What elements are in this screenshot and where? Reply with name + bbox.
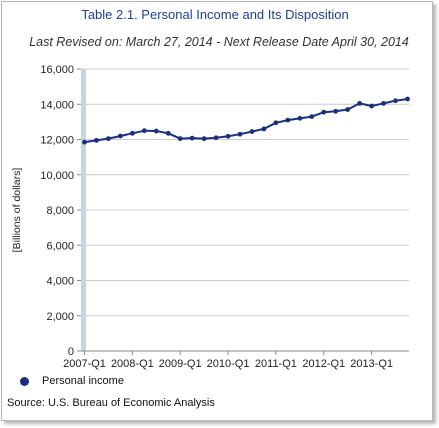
data-point <box>141 128 147 134</box>
data-point <box>237 131 243 137</box>
y-tick-label: 0 <box>68 346 74 358</box>
x-tick-label: 2012-Q1 <box>302 358 345 370</box>
y-tick-label: 8,000 <box>46 205 74 217</box>
data-point <box>333 108 339 114</box>
data-point <box>261 126 267 132</box>
x-tick-label: 2010-Q1 <box>207 358 250 370</box>
data-point <box>165 130 171 136</box>
data-point <box>357 100 363 106</box>
data-point <box>249 129 255 134</box>
legend-label: Personal income <box>42 375 124 387</box>
data-point <box>369 103 375 109</box>
y-tick-label: 4,000 <box>46 276 74 288</box>
x-tick-label: 2013-Q1 <box>350 358 393 370</box>
data-point <box>393 98 398 104</box>
data-point <box>405 96 410 102</box>
data-point <box>201 136 207 142</box>
data-point <box>309 114 315 119</box>
data-point <box>225 133 231 139</box>
data-point <box>285 117 291 123</box>
y-tick-label: 6,000 <box>46 240 74 252</box>
x-tick-label: 2011-Q1 <box>255 358 297 370</box>
data-point <box>106 136 111 142</box>
legend-marker <box>20 376 29 386</box>
source-note: Source: U.S. Bureau of Economic Analysis <box>7 397 215 409</box>
y-tick-label: 14,000 <box>40 99 74 111</box>
data-point <box>94 137 99 143</box>
x-tick-label: 2007-Q1 <box>63 358 106 370</box>
chart-subtitle: Last Revised on: March 27, 2014 - Next R… <box>29 35 409 49</box>
data-point <box>321 109 327 115</box>
data-point <box>381 100 386 106</box>
y-axis-label: [Billions of dollars] <box>11 168 23 253</box>
data-point <box>153 128 159 134</box>
y-tick-label: 16,000 <box>40 64 74 76</box>
x-tick-label: 2009-Q1 <box>159 358 202 370</box>
y-tick-label: 10,000 <box>40 170 74 182</box>
chart-title: Table 2.1. Personal Income and Its Dispo… <box>81 7 349 22</box>
y-tick-label: 12,000 <box>40 135 74 147</box>
legend: Personal income <box>20 375 124 387</box>
data-point <box>189 135 195 141</box>
highlight-band <box>81 69 86 351</box>
data-point <box>297 115 303 121</box>
data-point <box>177 136 183 142</box>
y-tick-label: 2,000 <box>46 311 74 323</box>
data-point <box>117 133 123 139</box>
data-point <box>82 139 87 145</box>
data-point <box>213 135 219 141</box>
data-point <box>129 130 135 136</box>
data-point <box>345 107 351 112</box>
x-tick-label: 2008-Q1 <box>111 358 154 370</box>
data-point <box>273 120 279 126</box>
series-line <box>84 98 408 144</box>
